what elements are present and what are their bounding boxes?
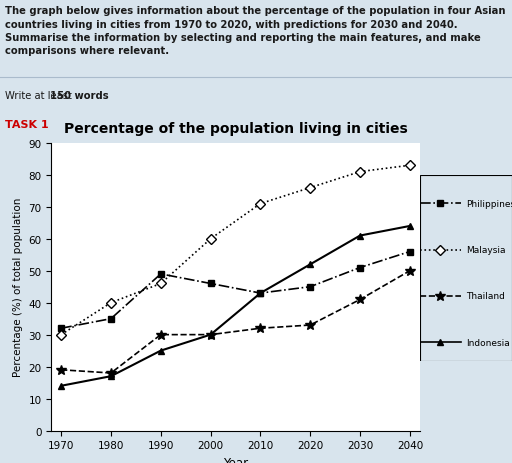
Text: TASK 1: TASK 1 <box>5 119 49 129</box>
Malaysia <box>158 281 164 287</box>
Thailand <box>307 323 313 328</box>
Thailand <box>58 367 64 373</box>
Line: Malaysia: Malaysia <box>58 163 413 338</box>
Thailand <box>158 332 164 338</box>
Philippines <box>307 284 313 290</box>
Indonesia <box>258 291 264 296</box>
Philippines <box>357 265 363 271</box>
Malaysia <box>207 237 214 242</box>
Text: 150 words: 150 words <box>50 91 109 101</box>
Indonesia <box>357 233 363 239</box>
Philippines <box>108 316 114 322</box>
Indonesia <box>158 348 164 354</box>
Malaysia <box>307 185 313 191</box>
Indonesia <box>58 383 64 389</box>
Text: Thailand: Thailand <box>466 292 505 301</box>
Philippines <box>258 291 264 296</box>
X-axis label: Year: Year <box>223 456 248 463</box>
Indonesia <box>108 374 114 379</box>
Malaysia <box>357 169 363 175</box>
Thailand <box>108 370 114 376</box>
Text: Write at least: Write at least <box>5 91 75 101</box>
Thailand <box>207 332 214 338</box>
Text: .: . <box>84 91 88 101</box>
Thailand <box>407 269 413 274</box>
Line: Thailand: Thailand <box>56 266 415 378</box>
Philippines <box>158 271 164 277</box>
Thailand <box>258 326 264 332</box>
Malaysia <box>108 300 114 306</box>
Text: Indonesia: Indonesia <box>466 338 509 347</box>
Y-axis label: Percentage (%) of total population: Percentage (%) of total population <box>13 198 23 376</box>
Text: Philippines: Philippines <box>466 199 512 208</box>
Indonesia <box>307 262 313 268</box>
Philippines <box>407 249 413 255</box>
Indonesia <box>207 332 214 338</box>
Thailand <box>357 297 363 303</box>
Text: Malaysia: Malaysia <box>466 245 505 255</box>
Line: Philippines: Philippines <box>58 249 413 332</box>
Title: Percentage of the population living in cities: Percentage of the population living in c… <box>63 121 408 136</box>
Philippines <box>58 326 64 332</box>
Text: The graph below gives information about the percentage of the population in four: The graph below gives information about … <box>5 6 506 56</box>
Line: Indonesia: Indonesia <box>58 223 413 389</box>
Philippines <box>207 281 214 287</box>
Malaysia <box>407 163 413 169</box>
Indonesia <box>407 224 413 229</box>
Malaysia <box>58 332 64 338</box>
Malaysia <box>258 201 264 207</box>
